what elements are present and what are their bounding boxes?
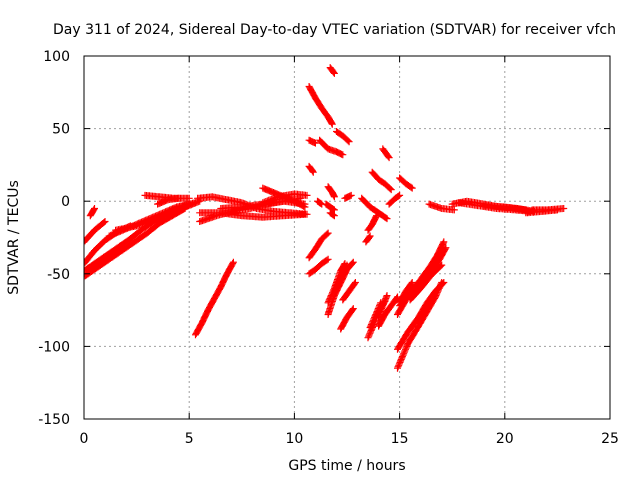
data-track	[305, 83, 336, 128]
y-tick-label: -50	[47, 267, 70, 283]
chart-title: Day 311 of 2024, Sidereal Day-to-day VTE…	[53, 22, 616, 38]
data-track	[364, 212, 380, 234]
data-point-markers	[375, 292, 391, 321]
y-tick-label: 50	[52, 122, 70, 138]
data-point-markers	[154, 194, 183, 208]
data-point-markers	[305, 162, 317, 176]
data-point-markers	[394, 279, 448, 353]
data-track	[358, 194, 391, 223]
data-point-markers	[316, 136, 347, 159]
y-tick-label: -100	[38, 339, 70, 355]
data-point-markers	[379, 145, 393, 162]
data-point-markers	[480, 202, 530, 214]
data-point-markers	[305, 83, 336, 128]
data-track	[305, 229, 332, 262]
data-track	[480, 202, 530, 214]
data-track	[259, 190, 311, 207]
data-point-markers	[305, 229, 332, 262]
data-track	[330, 261, 351, 295]
data-track	[385, 191, 404, 208]
data-point-markers	[192, 258, 237, 339]
data-track	[337, 305, 357, 333]
y-axis-label: SDTVAR / TECUs	[6, 180, 22, 295]
x-tick-label: 5	[185, 431, 194, 447]
data-point-markers	[196, 209, 309, 221]
data-track	[339, 279, 359, 304]
data-point-markers	[341, 191, 355, 202]
data-point-markers	[326, 64, 338, 77]
data-point-markers	[337, 305, 357, 333]
data-point-markers	[375, 293, 401, 330]
x-tick-label: 25	[601, 431, 619, 447]
data-point-markers	[333, 128, 353, 146]
data-point-markers	[385, 191, 404, 208]
plot-frame	[83, 55, 611, 420]
data-track	[316, 136, 347, 159]
data-point-markers	[314, 197, 326, 208]
x-tick-label: 15	[391, 431, 409, 447]
data-point-markers	[358, 194, 391, 223]
x-axis-label: GPS time / hours	[288, 458, 405, 474]
data-track	[379, 145, 393, 162]
data-track	[394, 279, 448, 353]
data-track	[326, 209, 338, 220]
data-point-markers	[396, 279, 416, 307]
data-track	[326, 64, 338, 77]
data-track	[425, 200, 458, 214]
data-point-markers	[84, 218, 109, 246]
data-track	[305, 255, 332, 278]
data-point-markers	[305, 136, 319, 147]
data-track	[192, 258, 237, 339]
data-track	[333, 128, 353, 146]
data-track	[314, 197, 326, 208]
data-track	[324, 183, 338, 201]
data-point-markers	[112, 197, 204, 234]
y-tick-label: 0	[61, 194, 70, 210]
data-track	[86, 205, 98, 220]
data-series	[84, 64, 568, 372]
data-point-markers	[406, 261, 446, 304]
data-point-markers	[362, 232, 374, 246]
data-track	[375, 292, 391, 321]
data-point-markers	[259, 190, 311, 207]
data-track	[154, 194, 183, 208]
y-tick-label: -150	[38, 412, 70, 428]
x-tick-label: 0	[80, 431, 89, 447]
data-track	[375, 293, 401, 330]
x-tick-label: 20	[496, 431, 514, 447]
data-track	[368, 168, 395, 194]
data-track	[406, 261, 446, 304]
data-track	[362, 232, 374, 246]
data-point-markers	[522, 206, 561, 217]
data-point-markers	[330, 261, 351, 295]
data-track	[522, 206, 561, 217]
data-track	[305, 162, 317, 176]
data-point-markers	[425, 200, 458, 214]
grid-lines	[84, 56, 610, 419]
axis-ticks: 0 5 10 15 20 25 -150 -100 -50 0 50 100	[38, 49, 619, 447]
y-tick-label: 100	[43, 49, 70, 65]
data-point-markers	[86, 205, 98, 220]
data-point-markers	[368, 168, 395, 194]
data-point-markers	[339, 279, 359, 304]
data-track	[305, 136, 319, 147]
data-track	[84, 218, 109, 246]
data-point-markers	[324, 183, 338, 201]
data-point-markers	[364, 212, 380, 234]
data-track	[322, 200, 338, 214]
data-track	[341, 191, 355, 202]
data-track	[196, 209, 309, 221]
data-track	[396, 279, 416, 307]
data-point-markers	[322, 200, 338, 214]
data-point-markers	[305, 255, 332, 278]
data-track	[396, 174, 416, 192]
data-point-markers	[396, 174, 416, 192]
data-track	[112, 197, 204, 234]
data-point-markers	[326, 209, 338, 220]
x-tick-label: 10	[285, 431, 303, 447]
